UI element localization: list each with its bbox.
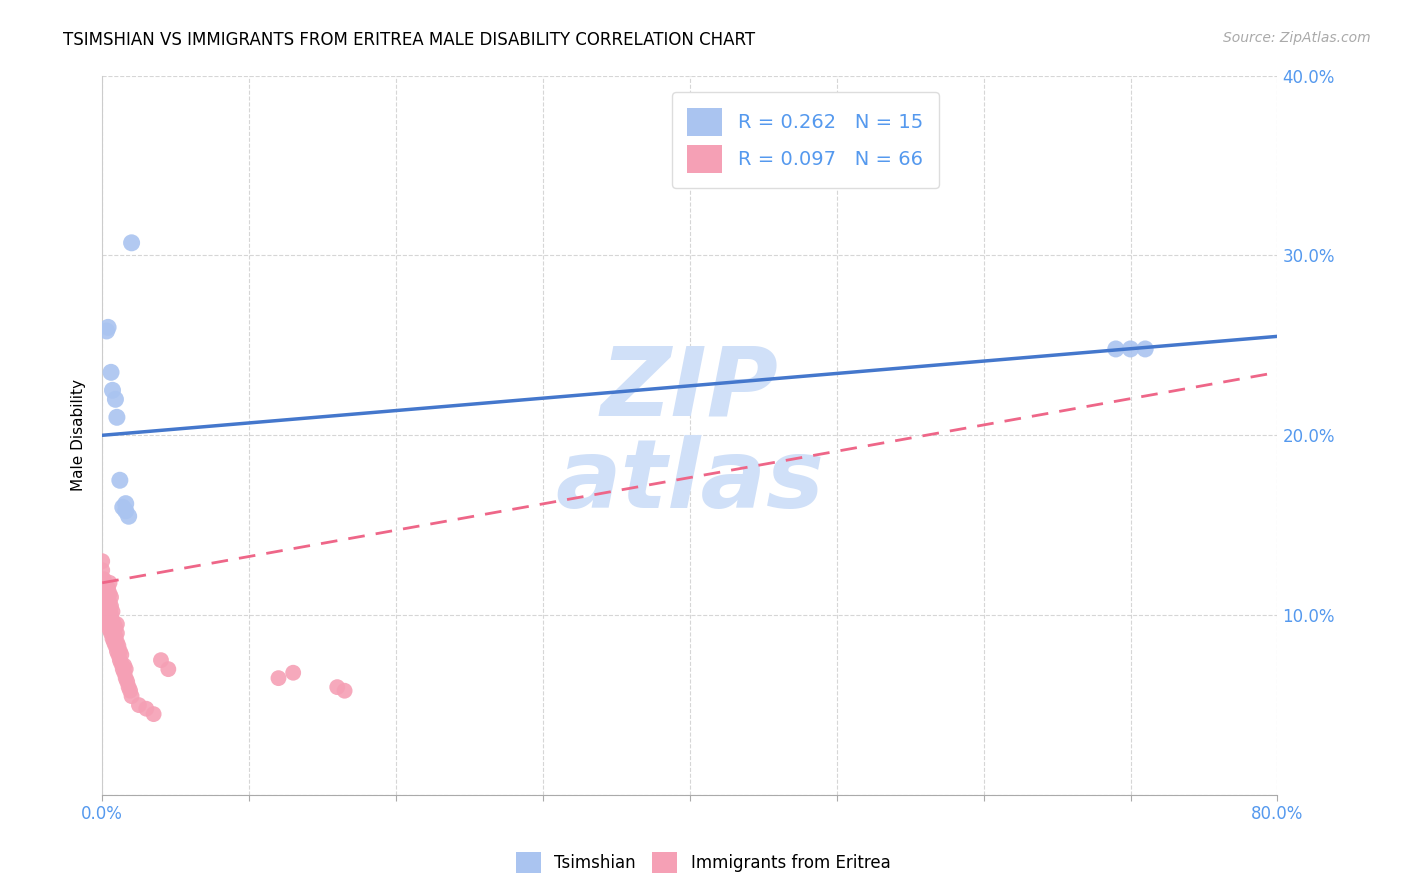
- Point: [114, 504, 136, 518]
- Point: [114, 662, 136, 676]
- Point: [111, 500, 134, 515]
- Point: [157, 662, 180, 676]
- Point: [105, 644, 128, 658]
- Point: [121, 235, 143, 250]
- Text: atlas: atlas: [555, 435, 824, 528]
- Point: [93, 590, 115, 604]
- Point: [114, 497, 136, 511]
- Point: [149, 653, 172, 667]
- Legend: R = 0.262   N = 15, R = 0.097   N = 66: R = 0.262 N = 15, R = 0.097 N = 66: [672, 93, 939, 188]
- Point: [103, 626, 125, 640]
- Point: [103, 635, 125, 649]
- Point: [100, 617, 122, 632]
- Point: [1135, 342, 1157, 356]
- Point: [114, 671, 136, 685]
- Point: [105, 635, 128, 649]
- Point: [1119, 342, 1142, 356]
- Point: [333, 683, 356, 698]
- Point: [98, 586, 121, 600]
- Point: [97, 320, 120, 334]
- Point: [104, 621, 127, 635]
- Point: [118, 680, 141, 694]
- Text: TSIMSHIAN VS IMMIGRANTS FROM ERITREA MALE DISABILITY CORRELATION CHART: TSIMSHIAN VS IMMIGRANTS FROM ERITREA MAL…: [63, 31, 755, 49]
- Point: [105, 410, 128, 425]
- Point: [105, 626, 128, 640]
- Point: [94, 586, 117, 600]
- Point: [118, 509, 141, 524]
- Point: [98, 575, 121, 590]
- Legend: Tsimshian, Immigrants from Eritrea: Tsimshian, Immigrants from Eritrea: [509, 846, 897, 880]
- Point: [97, 590, 120, 604]
- Point: [283, 665, 305, 680]
- Point: [97, 617, 120, 632]
- Point: [96, 581, 118, 595]
- Point: [101, 384, 124, 398]
- Point: [110, 657, 132, 671]
- Point: [100, 626, 122, 640]
- Point: [104, 639, 127, 653]
- Point: [101, 623, 124, 637]
- Point: [112, 658, 135, 673]
- Point: [142, 707, 165, 722]
- Point: [101, 614, 124, 628]
- Point: [103, 617, 125, 632]
- Point: [98, 614, 121, 628]
- Point: [100, 590, 122, 604]
- Point: [128, 698, 150, 712]
- Point: [107, 639, 129, 653]
- Text: Source: ZipAtlas.com: Source: ZipAtlas.com: [1223, 31, 1371, 45]
- Point: [96, 603, 118, 617]
- Point: [108, 644, 131, 658]
- Point: [111, 662, 134, 676]
- Point: [96, 612, 118, 626]
- Point: [107, 648, 129, 662]
- Point: [97, 599, 120, 614]
- Point: [108, 653, 131, 667]
- Point: [120, 683, 142, 698]
- Point: [108, 473, 131, 487]
- Y-axis label: Male Disability: Male Disability: [72, 379, 86, 491]
- Point: [267, 671, 290, 685]
- Point: [326, 680, 349, 694]
- Point: [115, 674, 138, 689]
- Point: [104, 630, 127, 644]
- Point: [98, 596, 121, 610]
- Point: [104, 392, 127, 407]
- Point: [97, 581, 120, 595]
- Point: [121, 689, 143, 703]
- Point: [1105, 342, 1128, 356]
- Point: [96, 324, 118, 338]
- Point: [98, 605, 121, 619]
- Point: [96, 594, 118, 608]
- Point: [91, 554, 114, 568]
- Point: [94, 608, 117, 623]
- Point: [110, 648, 132, 662]
- Point: [101, 632, 124, 646]
- Point: [94, 594, 117, 608]
- Text: ZIP: ZIP: [600, 343, 779, 435]
- Point: [100, 365, 122, 379]
- Point: [93, 572, 115, 586]
- Point: [105, 617, 128, 632]
- Point: [100, 599, 122, 614]
- Point: [91, 563, 114, 577]
- Point: [100, 608, 122, 623]
- Point: [97, 608, 120, 623]
- Point: [101, 605, 124, 619]
- Point: [93, 581, 115, 595]
- Point: [98, 623, 121, 637]
- Point: [135, 702, 157, 716]
- Point: [112, 665, 135, 680]
